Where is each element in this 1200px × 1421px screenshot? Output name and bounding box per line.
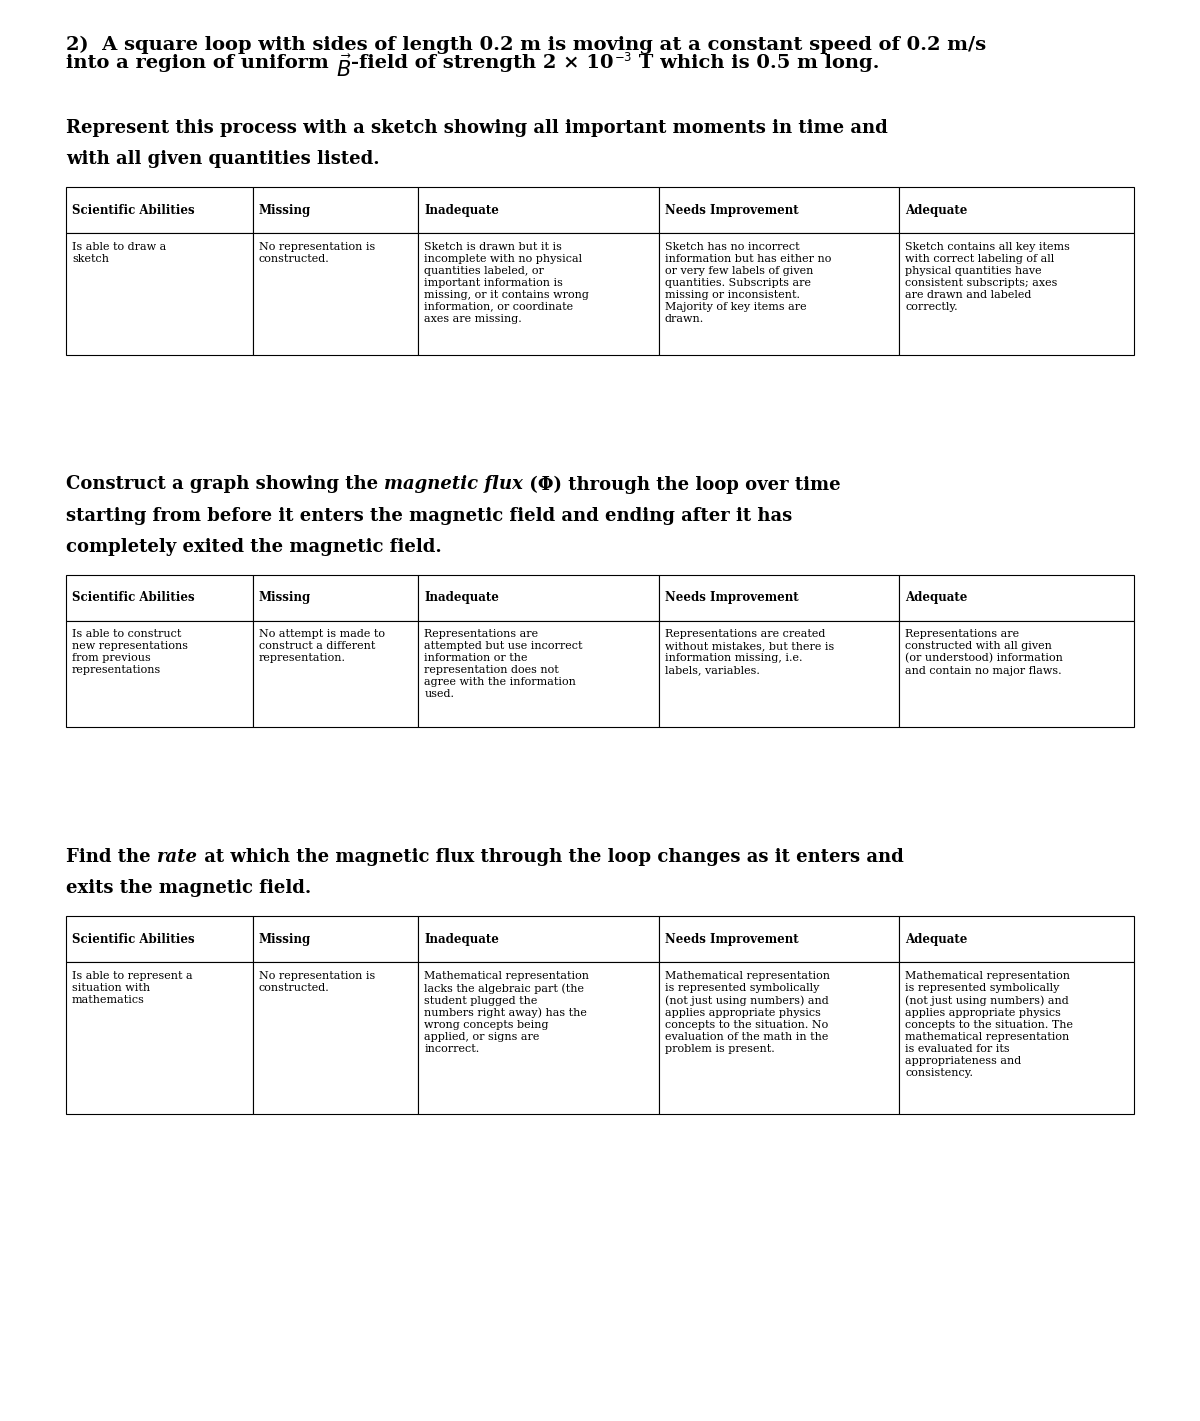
Text: Needs Improvement: Needs Improvement <box>665 591 798 604</box>
Text: with all given quantities listed.: with all given quantities listed. <box>66 151 379 168</box>
Text: Representations are
constructed with all given
(or understood) information
and c: Representations are constructed with all… <box>905 630 1063 676</box>
Text: Find the: Find the <box>66 848 157 867</box>
Text: Mathematical representation
lacks the algebraic part (the
student plugged the
nu: Mathematical representation lacks the al… <box>425 971 589 1054</box>
Text: Inadequate: Inadequate <box>425 203 499 216</box>
Text: $^{-3}$: $^{-3}$ <box>614 54 632 71</box>
Text: Scientific Abilities: Scientific Abilities <box>72 203 194 216</box>
Text: magnetic flux: magnetic flux <box>384 475 523 493</box>
Text: Scientific Abilities: Scientific Abilities <box>72 591 194 604</box>
Text: Mathematical representation
is represented symbolically
(not just using numbers): Mathematical representation is represent… <box>905 971 1073 1077</box>
Text: Represent this process with a sketch showing all important moments in time and: Represent this process with a sketch sho… <box>66 119 888 136</box>
Text: (Φ) through the loop over time: (Φ) through the loop over time <box>523 475 841 493</box>
Text: Sketch contains all key items
with correct labeling of all
physical quantities h: Sketch contains all key items with corre… <box>905 242 1070 311</box>
Text: Representations are created
without mistakes, but there is
information missing, : Representations are created without mist… <box>665 630 834 675</box>
Text: 2)  A square loop with sides of length 0.2 m is moving at a constant speed of 0.: 2) A square loop with sides of length 0.… <box>66 36 986 54</box>
Text: at which the magnetic flux through the loop changes as it enters and: at which the magnetic flux through the l… <box>198 848 904 867</box>
Text: Missing: Missing <box>259 591 311 604</box>
Text: Adequate: Adequate <box>905 203 967 216</box>
Text: Sketch has no incorrect
information but has either no
or very few labels of give: Sketch has no incorrect information but … <box>665 242 832 324</box>
Text: Inadequate: Inadequate <box>425 591 499 604</box>
Text: Is able to represent a
situation with
mathematics: Is able to represent a situation with ma… <box>72 971 193 1005</box>
Text: Needs Improvement: Needs Improvement <box>665 203 798 216</box>
Text: Inadequate: Inadequate <box>425 934 499 946</box>
Text: completely exited the magnetic field.: completely exited the magnetic field. <box>66 537 442 556</box>
Text: No representation is
constructed.: No representation is constructed. <box>259 242 376 263</box>
Text: exits the magnetic field.: exits the magnetic field. <box>66 880 311 898</box>
Text: Missing: Missing <box>259 934 311 946</box>
Text: Sketch is drawn but it is
incomplete with no physical
quantities labeled, or
imp: Sketch is drawn but it is incomplete wit… <box>425 242 589 324</box>
Text: Is able to draw a
sketch: Is able to draw a sketch <box>72 242 167 263</box>
Text: No representation is
constructed.: No representation is constructed. <box>259 971 376 993</box>
Text: $\vec{B}$: $\vec{B}$ <box>336 54 352 81</box>
Text: No attempt is made to
construct a different
representation.: No attempt is made to construct a differ… <box>259 630 385 664</box>
Text: Scientific Abilities: Scientific Abilities <box>72 934 194 946</box>
Text: Mathematical representation
is represented symbolically
(not just using numbers): Mathematical representation is represent… <box>665 971 829 1053</box>
Text: Adequate: Adequate <box>905 591 967 604</box>
Text: starting from before it enters the magnetic field and ending after it has: starting from before it enters the magne… <box>66 506 792 524</box>
Text: Missing: Missing <box>259 203 311 216</box>
Text: Is able to construct
new representations
from previous
representations: Is able to construct new representations… <box>72 630 188 675</box>
Text: rate: rate <box>157 848 198 867</box>
Text: into a region of uniform: into a region of uniform <box>66 54 336 72</box>
Text: Construct a graph showing the: Construct a graph showing the <box>66 475 384 493</box>
Text: -field of strength 2 × 10: -field of strength 2 × 10 <box>352 54 614 72</box>
Text: Adequate: Adequate <box>905 934 967 946</box>
Text: Needs Improvement: Needs Improvement <box>665 934 798 946</box>
Text: T which is 0.5 m long.: T which is 0.5 m long. <box>632 54 880 72</box>
Text: Representations are
attempted but use incorrect
information or the
representatio: Representations are attempted but use in… <box>425 630 583 699</box>
